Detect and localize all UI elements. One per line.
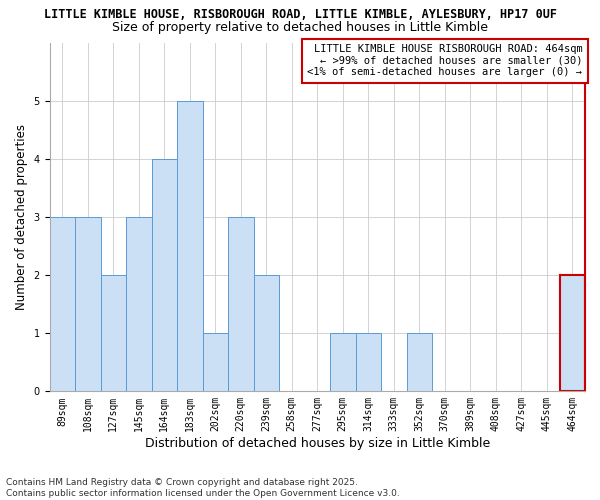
Bar — [177, 100, 203, 392]
Bar — [330, 333, 356, 392]
Text: Size of property relative to detached houses in Little Kimble: Size of property relative to detached ho… — [112, 21, 488, 34]
Bar — [152, 159, 177, 392]
Bar — [560, 275, 585, 392]
Bar — [101, 275, 126, 392]
Bar — [254, 275, 279, 392]
Text: Contains HM Land Registry data © Crown copyright and database right 2025.
Contai: Contains HM Land Registry data © Crown c… — [6, 478, 400, 498]
Text: LITTLE KIMBLE HOUSE, RISBOROUGH ROAD, LITTLE KIMBLE, AYLESBURY, HP17 0UF: LITTLE KIMBLE HOUSE, RISBOROUGH ROAD, LI… — [44, 8, 557, 20]
Bar — [75, 217, 101, 392]
Bar — [356, 333, 381, 392]
Bar — [50, 217, 75, 392]
Bar — [228, 217, 254, 392]
Bar — [126, 217, 152, 392]
X-axis label: Distribution of detached houses by size in Little Kimble: Distribution of detached houses by size … — [145, 437, 490, 450]
Text: LITTLE KIMBLE HOUSE RISBOROUGH ROAD: 464sqm
← >99% of detached houses are smalle: LITTLE KIMBLE HOUSE RISBOROUGH ROAD: 464… — [307, 44, 583, 78]
Bar — [407, 333, 432, 392]
Bar — [203, 333, 228, 392]
Y-axis label: Number of detached properties: Number of detached properties — [15, 124, 28, 310]
